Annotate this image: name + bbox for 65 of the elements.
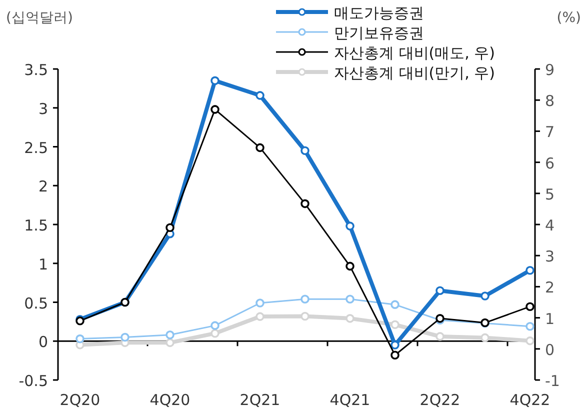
point	[210, 105, 220, 114]
y2-axis-title: (%)	[556, 10, 581, 26]
x-tick-label: 2Q20	[60, 391, 100, 409]
point	[480, 292, 490, 300]
y2-tick-label: 5	[545, 185, 555, 204]
y-tick-label: 3.5	[24, 61, 48, 79]
point	[436, 332, 444, 341]
y2-tick-label: 6	[545, 154, 555, 172]
point	[256, 298, 264, 308]
y-tick-label: 3	[38, 100, 48, 118]
point	[526, 266, 534, 275]
point	[120, 332, 130, 342]
y2-tick-label: 7	[545, 123, 555, 142]
y-tick-label: 2.5	[24, 138, 48, 157]
y2-tick-label: 8	[545, 92, 555, 110]
point	[480, 333, 490, 342]
point	[210, 328, 220, 338]
point	[166, 330, 174, 340]
point	[256, 143, 264, 152]
point	[346, 294, 354, 304]
point	[76, 334, 84, 344]
y2-tick-label: 2	[545, 278, 555, 297]
point	[210, 321, 220, 330]
y-tick-label: 0.5	[24, 294, 48, 312]
point	[166, 338, 174, 348]
point	[390, 340, 400, 350]
point	[390, 320, 400, 330]
point	[526, 302, 534, 312]
point	[526, 322, 534, 331]
point	[300, 312, 310, 321]
point	[436, 286, 444, 295]
y-tick-label: -0.5	[18, 372, 48, 390]
y2-tick-label: 4	[545, 216, 555, 234]
point	[256, 312, 264, 321]
point	[346, 262, 354, 271]
point	[346, 222, 354, 230]
y-axis-title: (십억달러)	[6, 10, 73, 26]
y2-tick-label: 3	[545, 248, 555, 266]
x-tick-label: 4Q21	[330, 391, 370, 409]
x-tick-label: 2Q21	[240, 391, 280, 409]
legend-label: 자산총계 대비(매도, 우)	[334, 44, 496, 62]
point	[390, 300, 400, 309]
x-tick-label: 4Q22	[510, 391, 550, 409]
y-tick-label: 1	[38, 255, 48, 274]
y-tick-label: 1.5	[24, 216, 48, 234]
point	[300, 146, 310, 156]
y-tick-label: 2	[38, 178, 48, 196]
legend-label: 매도가능증권	[334, 4, 424, 22]
point	[390, 350, 400, 360]
legend-label: 자산총계 대비(만기, 우)	[334, 64, 496, 82]
y2-tick-label: 1	[545, 310, 555, 328]
point	[256, 91, 264, 100]
point	[526, 336, 534, 346]
x-tick-label: 4Q20	[150, 391, 190, 409]
y-tick-label: 0	[38, 333, 48, 352]
x-tick-label: 2Q22	[420, 391, 460, 409]
point	[166, 223, 174, 232]
point	[300, 199, 310, 208]
y2-tick-label: 0	[545, 340, 555, 359]
point	[300, 294, 310, 304]
y2-tick-label: -1	[545, 372, 560, 390]
point	[346, 314, 354, 323]
point	[210, 76, 220, 86]
legend-label: 만기보유증권	[334, 24, 424, 42]
y2-tick-label: 9	[545, 61, 555, 79]
